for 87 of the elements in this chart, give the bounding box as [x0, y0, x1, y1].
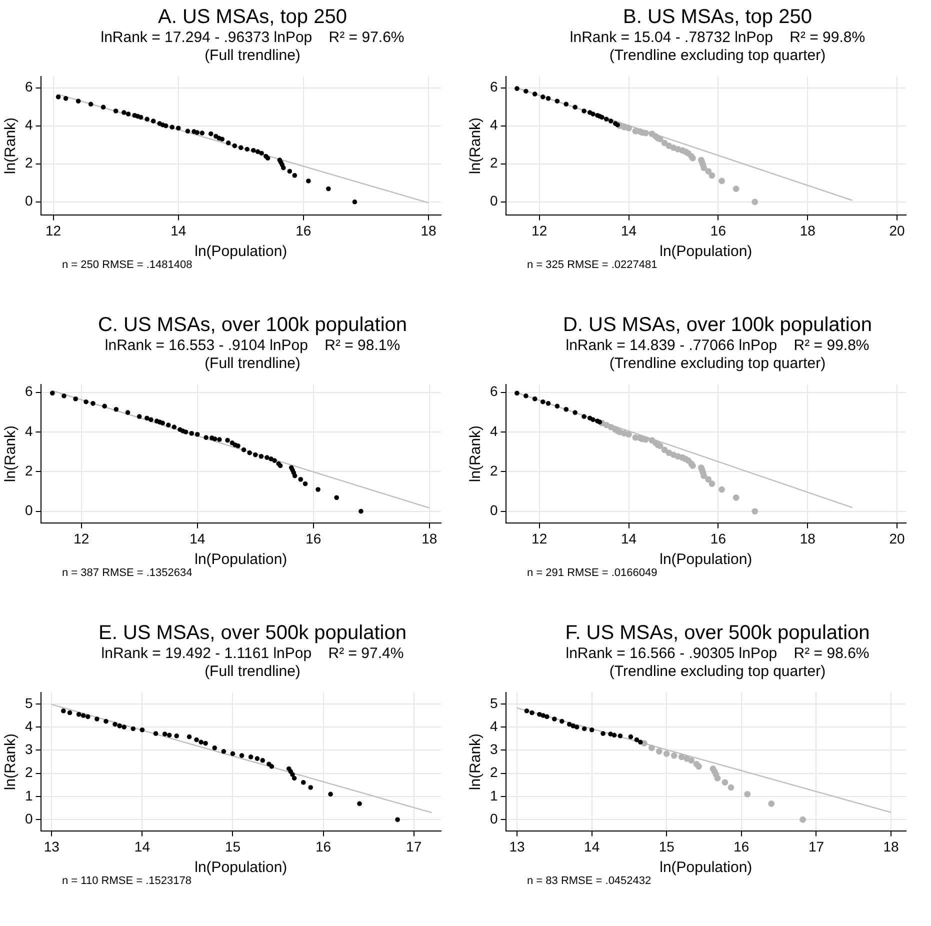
- x-axis-title: ln(Population): [660, 551, 752, 568]
- y-tick-label: 2: [490, 764, 498, 780]
- y-tick-label: 4: [490, 718, 498, 734]
- x-tick-label: 14: [620, 222, 637, 238]
- x-axis-title: ln(Population): [194, 859, 288, 876]
- y-tick-label: 6: [490, 383, 498, 400]
- x-tick-label: 18: [883, 838, 900, 854]
- y-tick-label: 2: [24, 764, 33, 780]
- text: n = 110 RMSE = .1523178: [62, 875, 192, 887]
- y-tick-label: 4: [490, 422, 498, 439]
- x-axis-title: ln(Population): [194, 551, 288, 568]
- y-tick-label: 2: [24, 154, 33, 171]
- y-tick-label: 2: [24, 462, 33, 479]
- x-tick-label: 14: [134, 838, 150, 854]
- x-tick-label: 12: [532, 222, 548, 238]
- x-tick-label: 12: [46, 222, 62, 238]
- x-tick-label: 12: [74, 530, 90, 546]
- y-tick-label: 1: [24, 787, 33, 804]
- chart-title: E. US MSAs, over 500k population: [98, 622, 408, 645]
- x-tick-label: 15: [224, 838, 241, 854]
- chart-title: F. US MSAs, over 500k population: [564, 622, 871, 645]
- chart-subtitle: lnRank = 17.294 - .96373 lnPop R² = 97.6% (Full trendline): [100, 29, 406, 65]
- text: n = 387 RMSE = .1352634: [62, 567, 194, 579]
- chart-title: C. US MSAs, over 100k population: [96, 314, 408, 337]
- y-tick-label: 2: [490, 462, 498, 479]
- y-tick-label: 5: [490, 694, 498, 711]
- x-tick-label: 15: [658, 838, 675, 854]
- x-tick-label: 13: [509, 838, 526, 854]
- y-tick-label: 4: [24, 116, 33, 133]
- y-tick-label: 6: [24, 78, 33, 95]
- x-tick-label: 16: [710, 222, 726, 238]
- x-tick-label: 12: [532, 530, 548, 546]
- x-tick-label: 14: [584, 838, 600, 854]
- x-tick-label: 17: [406, 838, 422, 854]
- y-tick-label: 4: [24, 422, 33, 439]
- x-axis-title: ln(Population): [194, 243, 288, 260]
- y-tick-label: 4: [490, 116, 498, 133]
- chart-title: D. US MSAs, over 100k population: [562, 314, 874, 337]
- chart-subtitle: lnRank = 14.839 - .77066 lnPop R² = 99.8% (Trendline excluding top quarter): [564, 337, 870, 373]
- y-tick-label: 2: [490, 154, 498, 171]
- x-tick-label: 18: [800, 222, 816, 238]
- x-tick-label: 18: [800, 530, 816, 546]
- x-tick-label: 20: [889, 222, 906, 238]
- y-tick-label: 0: [24, 192, 33, 209]
- y-axis-title: ln(Rank): [2, 117, 20, 174]
- x-tick-label: 14: [170, 222, 186, 238]
- y-tick-label: 6: [24, 383, 33, 400]
- x-tick-label: 16: [316, 838, 332, 854]
- y-tick-label: 1: [490, 787, 498, 804]
- x-tick-label: 18: [422, 530, 438, 546]
- y-axis-title: ln(Rank): [467, 425, 484, 482]
- y-tick-label: 0: [24, 810, 33, 826]
- x-tick-label: 13: [44, 838, 60, 854]
- x-axis-title: ln(Population): [660, 859, 752, 876]
- x-tick-label: 18: [420, 222, 436, 238]
- y-axis-title: ln(Rank): [467, 117, 484, 174]
- y-tick-label: 0: [24, 502, 33, 518]
- chart-subtitle: lnRank = 15.04 - .78732 lnPop R² = 99.8% (Trendline excluding top quarter): [568, 29, 866, 65]
- text: n = 325 RMSE = .0227481: [527, 259, 658, 271]
- chart-title: A. US MSAs, top 250: [157, 6, 348, 29]
- y-tick-label: 0: [490, 502, 498, 518]
- x-tick-label: 16: [710, 530, 726, 546]
- y-tick-label: 0: [490, 810, 498, 826]
- x-tick-label: 16: [296, 222, 312, 238]
- text: n = 83 RMSE = .0452432: [527, 875, 652, 887]
- y-tick-label: 3: [490, 741, 498, 758]
- x-tick-label: 14: [620, 530, 637, 546]
- chart-subtitle: lnRank = 16.566 - .90305 lnPop R² = 98.6% (Trendline excluding top quarter): [564, 645, 870, 681]
- text: n = 250 RMSE = .1481408: [62, 259, 194, 271]
- text: n = 291 RMSE = .0166049: [527, 567, 658, 579]
- x-tick-label: 16: [734, 838, 750, 854]
- chart-title: B. US MSAs, top 250: [622, 6, 813, 29]
- chart-subtitle: lnRank = 19.492 - 1.1161 lnPop R² = 97.4% (Full trendline): [100, 645, 405, 681]
- y-tick-label: 3: [24, 741, 33, 758]
- x-tick-label: 17: [808, 838, 824, 854]
- y-tick-label: 0: [490, 192, 498, 209]
- y-axis-title: ln(Rank): [467, 733, 484, 790]
- x-tick-label: 20: [889, 530, 906, 546]
- y-axis-title: ln(Rank): [2, 425, 20, 482]
- y-axis-title: ln(Rank): [2, 733, 20, 790]
- y-tick-label: 4: [24, 718, 33, 734]
- y-tick-label: 6: [490, 78, 498, 95]
- x-axis-title: ln(Population): [660, 243, 752, 260]
- chart-subtitle: lnRank = 16.553 - .9104 lnPop R² = 98.1% (Full trendline): [104, 337, 402, 373]
- x-tick-label: 14: [190, 530, 206, 546]
- y-tick-label: 5: [24, 694, 33, 711]
- x-tick-label: 16: [306, 530, 322, 546]
